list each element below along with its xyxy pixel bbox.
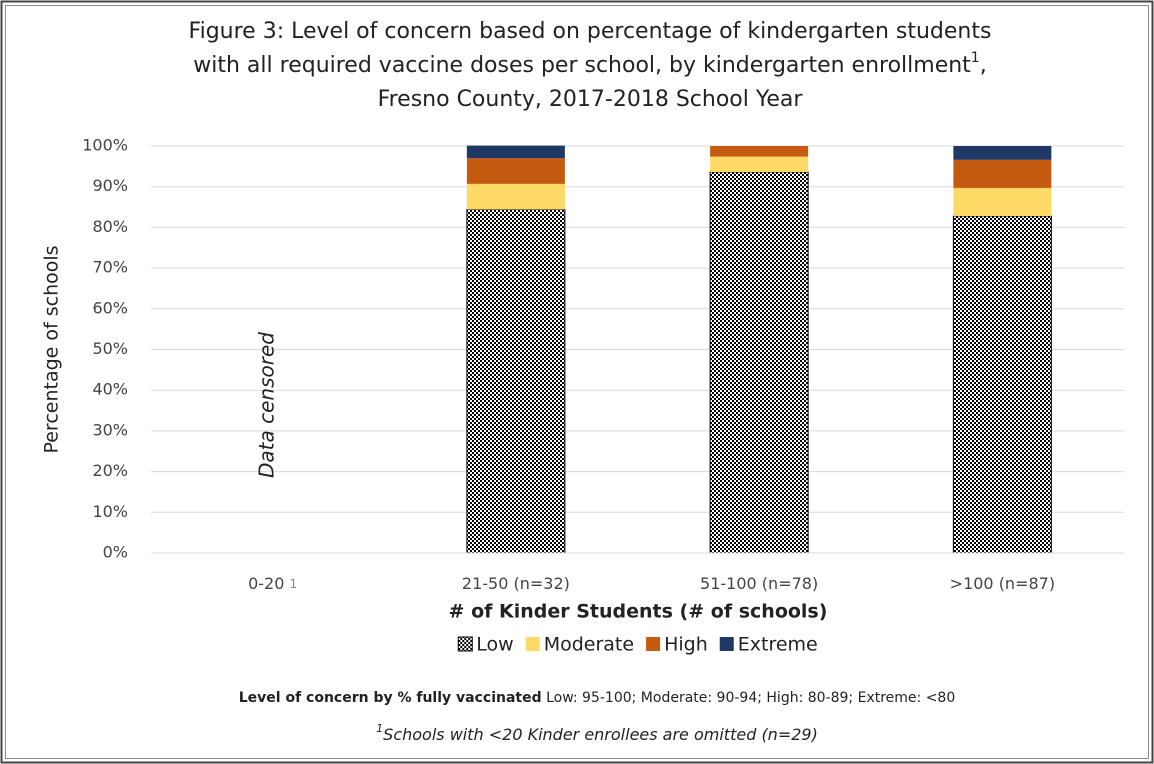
legend-swatch — [719, 637, 734, 651]
bar-segment — [953, 146, 1052, 160]
concern-note-text: Low: 95-100; Moderate: 90-94; High: 80-8… — [546, 690, 955, 706]
title-text: Figure 3: Level of concern based on perc… — [189, 19, 992, 44]
footnote-mark: 1 — [971, 50, 980, 66]
legend-label: High — [664, 634, 708, 656]
bar-segment — [710, 156, 809, 173]
bar-segment — [953, 187, 1052, 217]
bar-segment — [466, 208, 566, 554]
chart-title: Fresno County, 2017-2018 School Year — [378, 87, 804, 112]
bar-segment — [710, 146, 809, 157]
x-tick-text: 51-100 (n=78) — [700, 574, 818, 593]
x-tick-text: 0-20 — [248, 574, 284, 593]
legend-label: Moderate — [544, 634, 634, 656]
y-tick-label: 100% — [82, 136, 128, 155]
legend-swatch — [525, 637, 540, 651]
y-tick-label: 90% — [92, 176, 128, 195]
x-tick-label: >100 (n=87) — [950, 574, 1055, 593]
bar-segment — [952, 215, 1052, 554]
y-tick-label: 50% — [92, 339, 128, 358]
y-tick-label: 70% — [92, 258, 128, 277]
concern-note: Level of concern by % fully vaccinated L… — [239, 690, 956, 706]
title-text: Fresno County, 2017-2018 School Year — [378, 87, 804, 112]
bar-segment — [466, 145, 565, 159]
y-tick-label: 10% — [92, 502, 128, 521]
y-tick-label: 0% — [103, 543, 128, 562]
legend-swatch — [457, 636, 473, 652]
bar-segment — [953, 159, 1052, 188]
y-tick-label: 30% — [92, 420, 128, 439]
footnote-text: Schools with <20 Kinder enrollees are om… — [383, 725, 818, 744]
annotation: Data censored — [255, 332, 279, 478]
x-tick-label: 51-100 (n=78) — [700, 574, 818, 593]
footnote-mark: 1 — [376, 722, 383, 735]
legend-label: Low — [476, 634, 513, 656]
bar-segment — [709, 171, 809, 554]
title-text: with all required vaccine doses per scho… — [193, 53, 971, 78]
x-axis-label: # of Kinder Students (# of schools) — [449, 601, 828, 623]
y-tick-label: 80% — [92, 217, 128, 236]
x-tick-text: 21-50 (n=32) — [462, 574, 570, 593]
frame-inner — [5, 5, 1149, 759]
legend-swatch — [646, 637, 661, 651]
chart-title: with all required vaccine doses per scho… — [193, 50, 986, 78]
y-tick-label: 20% — [92, 461, 128, 480]
footnote: 1Schools with <20 Kinder enrollees are o… — [376, 722, 818, 744]
footnote-mark: 1 — [290, 577, 298, 591]
legend: Low Moderate High Extreme — [457, 634, 818, 656]
y-tick-label: 40% — [92, 380, 128, 399]
x-tick-text: >100 (n=87) — [950, 574, 1055, 593]
bar-segment — [466, 158, 565, 184]
y-tick-label: 60% — [92, 298, 128, 317]
x-tick-label: 21-50 (n=32) — [462, 574, 570, 593]
legend-label: Extreme — [738, 634, 818, 656]
title-text: , — [980, 53, 987, 78]
concern-note-label: Level of concern by % fully vaccinated — [239, 690, 542, 706]
x-tick-label: 0-20 1 — [248, 574, 297, 593]
bar-segment — [466, 183, 565, 210]
y-axis-label: Percentage of schools — [41, 245, 63, 453]
chart-title: Figure 3: Level of concern based on perc… — [189, 19, 992, 44]
